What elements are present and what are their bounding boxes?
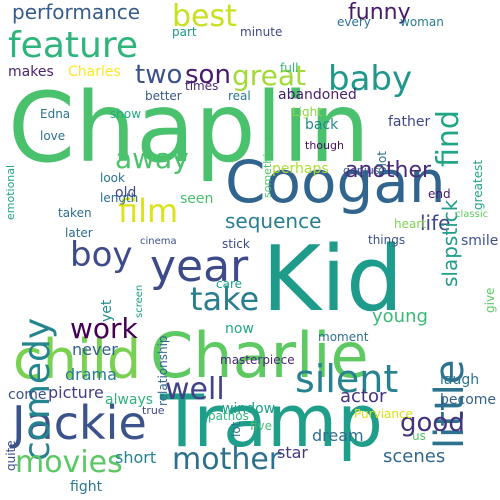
word-fight: fight (70, 479, 103, 495)
word-edna: Edna (40, 107, 71, 121)
word-woman: woman (400, 15, 444, 29)
word-well: well (165, 372, 225, 407)
word-window: window (222, 401, 276, 417)
word-son: son (185, 60, 231, 90)
word-picture: picture (48, 383, 104, 402)
word-become: become (440, 392, 497, 408)
word-drama: drama (65, 365, 117, 384)
word-life: life (420, 211, 451, 235)
word-love: love (40, 129, 66, 143)
word-sequence: sequence (225, 209, 322, 233)
word-better: better (145, 89, 182, 103)
word-abandoned: abandoned (278, 87, 357, 103)
word-great: great (232, 59, 307, 92)
word-old: old (115, 185, 137, 201)
word-things: things (368, 233, 406, 247)
word-yet: yet (99, 299, 115, 322)
word-performance: performance (12, 0, 141, 24)
word-part: part (172, 25, 197, 39)
word-stick: stick (222, 237, 250, 251)
word-classic: classic (455, 209, 489, 220)
word-true: true (142, 404, 165, 417)
word-taken: taken (58, 206, 92, 220)
word-star: star (277, 443, 308, 462)
word-baby: baby (328, 59, 413, 99)
word-pathos: pathos (208, 409, 249, 423)
word-though: though (305, 139, 344, 152)
word-work: work (70, 312, 138, 345)
word-light: Light (292, 105, 322, 119)
word-father: father (388, 114, 431, 130)
word-real: real (228, 89, 251, 103)
word-show: show (110, 107, 142, 121)
word-child: child (13, 328, 142, 391)
word-care: care (216, 277, 243, 291)
word-screen: screen (134, 284, 145, 318)
word-scenes: scenes (383, 446, 446, 467)
word-silent: silent (295, 357, 399, 401)
word-best: best (172, 0, 237, 34)
word-another: another (345, 158, 432, 183)
word-cinema: cinema (140, 236, 177, 247)
word-year: year (150, 241, 249, 292)
word-funny: funny (348, 0, 411, 25)
word-us: us (412, 429, 426, 443)
word-masterpiece: masterpiece (220, 353, 295, 367)
word-full: full (280, 61, 299, 75)
word-lot: lot (229, 421, 243, 437)
word-short: short (115, 448, 157, 467)
word-moment: moment (318, 330, 369, 344)
word-mother: mother (172, 442, 282, 477)
word-tramp: Tramp (160, 379, 383, 463)
word-five: five (250, 419, 273, 433)
word-quite: quite (4, 440, 18, 471)
word-end: end (428, 187, 451, 201)
word-good: good (400, 408, 465, 438)
word-back: back (305, 117, 339, 133)
word-relationship: relationship (156, 335, 170, 406)
word-every: every (337, 15, 371, 29)
word-now: now (225, 321, 254, 337)
word-dream: dream (312, 426, 364, 445)
word-purviance: Purviance (354, 407, 413, 421)
word-laugh: laugh (440, 372, 480, 388)
word-never: never (72, 340, 118, 359)
word-two: two (135, 60, 183, 90)
word-feature: feature (8, 25, 138, 66)
word-young: young (372, 306, 428, 327)
word-smile: smile (461, 233, 499, 249)
word-charles: Charles (68, 64, 121, 80)
word-makes: makes (8, 64, 54, 80)
word-coogan: Coogan (225, 148, 446, 216)
word-actor: actor (340, 386, 387, 407)
word-give: give (483, 287, 497, 313)
word-greatest: greatest (471, 159, 485, 210)
word-kid: Kid (262, 227, 404, 332)
word-chaplin: Chaplin (8, 72, 370, 184)
word-find: find (431, 110, 466, 167)
word-length: length (100, 191, 139, 205)
word-minute: minute (240, 25, 283, 39)
word-heart: heart (394, 217, 426, 231)
word-times: times (185, 79, 219, 93)
word-take: take (190, 280, 260, 318)
word-emotional: emotional (4, 164, 17, 220)
word-later: later (65, 226, 93, 240)
word-always: always (105, 392, 154, 408)
word-charlie: Charlie (150, 319, 369, 392)
word-genius: genius (343, 164, 380, 177)
word-jackie: Jackie (12, 396, 147, 450)
word-film: film (118, 192, 179, 230)
word-movies: movies (15, 445, 123, 480)
word-look: look (100, 171, 125, 185)
word-away: away (115, 142, 189, 175)
word-come: come (8, 387, 47, 403)
word-boy: boy (70, 235, 133, 275)
word-seen: seen (180, 191, 214, 207)
word-perhaps: perhaps (272, 161, 329, 177)
